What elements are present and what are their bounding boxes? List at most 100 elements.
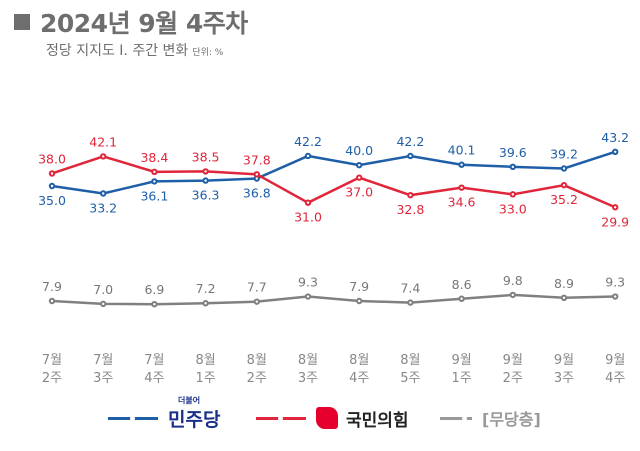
data-label: 9.3 [298, 275, 318, 290]
data-point-center [255, 177, 258, 180]
square-bullet-icon [14, 14, 30, 30]
data-point-center [50, 299, 54, 303]
x-tick-label: 8월 [195, 353, 215, 368]
series-line-2 [51, 293, 616, 306]
data-label: 37.0 [345, 185, 373, 200]
data-label: 37.8 [243, 152, 271, 167]
data-point-center [204, 170, 207, 173]
x-tick-label: 8월 [247, 353, 267, 368]
data-label: 42.2 [396, 134, 424, 149]
data-point-center [153, 303, 156, 306]
data-point-center [562, 183, 566, 187]
data-label: 32.8 [396, 202, 424, 217]
x-tick-label: 7월 [144, 353, 164, 368]
data-point-center [255, 300, 258, 303]
data-point-center [614, 206, 617, 209]
data-point-center [102, 155, 105, 158]
data-point-center [614, 295, 617, 298]
data-point-center [358, 163, 361, 167]
data-label: 7.2 [196, 281, 216, 296]
x-tick-label: 4주 [349, 371, 369, 386]
dem-logo-small: 더불어 [178, 395, 201, 405]
data-label: 38.4 [140, 150, 168, 165]
data-label: 6.9 [144, 282, 164, 297]
data-label: 38.0 [38, 151, 66, 166]
data-point-center [409, 154, 412, 158]
data-point-center [102, 192, 105, 195]
data-label: 34.6 [448, 195, 476, 210]
page-title: 2024년 9월 4주차 [14, 4, 248, 40]
legend-label: [무당층] [482, 410, 541, 429]
data-point-center [204, 179, 207, 182]
data-label: 42.2 [294, 134, 322, 149]
data-point-center [204, 302, 207, 305]
x-tick-label: 3주 [298, 371, 318, 386]
data-label: 7.0 [93, 282, 113, 297]
subtitle: 정당 지지도 Ⅰ. 주간 변화 단위: % [46, 40, 223, 60]
data-label: 33.2 [89, 201, 117, 216]
legend-item-none: [무당층] [440, 406, 541, 430]
legend-label: 국민의힘 [346, 410, 409, 431]
data-point-center [153, 170, 156, 174]
data-point-center [306, 201, 310, 204]
x-tick-label: 9월 [605, 353, 625, 368]
data-label: 36.3 [192, 188, 220, 203]
legend-item-ppp: 국민의힘 [256, 406, 409, 431]
subtitle-text: 정당 지지도 Ⅰ. 주간 변화 [46, 43, 189, 59]
data-label: 7.7 [247, 280, 267, 295]
data-label: 8.6 [452, 277, 472, 292]
data-label: 36.1 [140, 188, 168, 203]
data-point-center [511, 293, 514, 297]
data-point-center [460, 163, 463, 166]
x-tick-label: 4주 [605, 371, 625, 386]
x-tick-label: 9월 [554, 353, 574, 368]
series-line-0 [51, 150, 616, 195]
data-point-center [511, 165, 514, 169]
data-label: 39.6 [499, 145, 527, 160]
data-point-center [562, 296, 566, 299]
data-point-center [460, 186, 463, 189]
data-point-center [50, 184, 54, 188]
dem-logo: 더불어 민주당 [168, 396, 221, 432]
data-label: 7.4 [400, 281, 420, 296]
data-label: 40.0 [345, 143, 373, 158]
x-tick-label: 3주 [93, 371, 113, 386]
x-tick-label: 2주 [503, 371, 523, 386]
legend-line-icon [440, 415, 472, 421]
ppp-logo-icon [316, 407, 338, 429]
data-point-center [562, 167, 566, 170]
legend-label: 민주당 [168, 408, 221, 431]
series-line-1 [51, 155, 616, 209]
data-point-center [614, 150, 617, 154]
data-point-center [358, 176, 361, 179]
data-point-center [409, 193, 412, 197]
data-point-center [255, 173, 258, 176]
data-label: 33.0 [499, 201, 527, 216]
data-point-center [153, 180, 156, 183]
data-label: 40.1 [448, 143, 476, 158]
data-label: 8.9 [554, 276, 574, 291]
data-label: 7.9 [42, 279, 62, 294]
data-point-center [102, 302, 105, 306]
data-label: 9.3 [605, 275, 625, 290]
data-point-center [409, 301, 412, 304]
x-tick-label: 2주 [247, 371, 267, 386]
x-tick-label: 7월 [42, 353, 62, 368]
data-label: 7.9 [349, 279, 369, 294]
x-tick-label: 7월 [93, 353, 113, 368]
x-tick-label: 5주 [400, 371, 420, 386]
data-point-center [306, 295, 310, 298]
x-tick-label: 8월 [400, 353, 420, 368]
x-tick-label: 9월 [451, 353, 471, 368]
legend-line-icon [256, 415, 306, 421]
x-tick-label: 8월 [349, 353, 369, 368]
title-text: 2024년 9월 4주차 [40, 9, 248, 38]
data-point-center [511, 193, 514, 196]
x-tick-label: 2주 [42, 371, 62, 386]
data-point-center [306, 154, 310, 158]
data-point-center [460, 297, 463, 300]
legend-line-icon [108, 415, 158, 421]
x-tick-label: 4주 [144, 371, 164, 386]
data-label: 35.0 [38, 193, 66, 208]
